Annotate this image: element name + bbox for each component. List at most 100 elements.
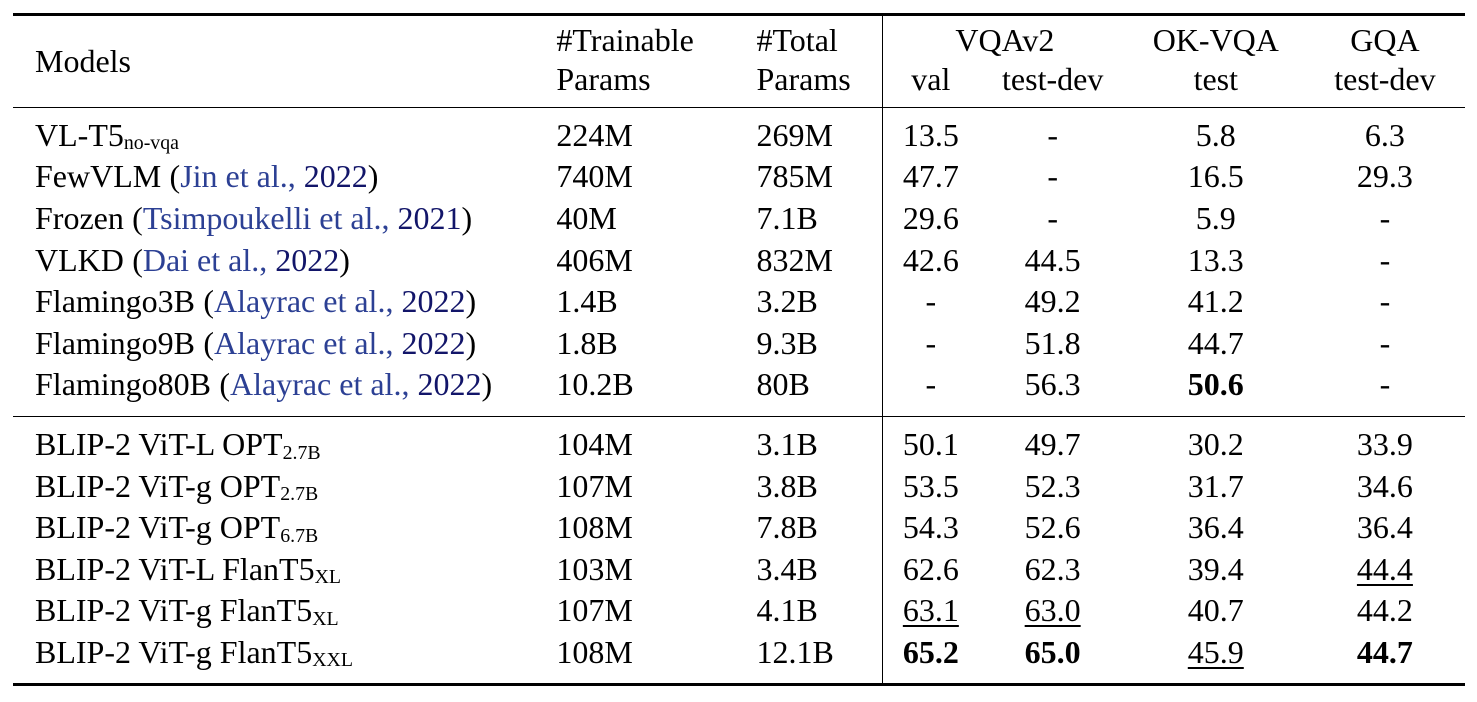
okvqa-test-score: 5.8 xyxy=(1195,116,1236,153)
model-cell: BLIP-2 ViT-g OPT6.7B xyxy=(13,507,554,549)
vqav2-testdev-score: 44.5 xyxy=(1024,241,1081,278)
citation-year: 2022 xyxy=(275,241,340,278)
total-params-value: 3.2B xyxy=(756,283,818,320)
citation-year: 2022 xyxy=(401,283,466,320)
okvqa-test-score: 45.9 xyxy=(1187,633,1244,670)
model-subscript: XL xyxy=(312,607,339,630)
okvqa-test-score: 16.5 xyxy=(1187,158,1244,195)
vqav2-val-score: 54.3 xyxy=(882,506,979,549)
total-params-value: 3.1B xyxy=(756,425,818,462)
table-row: Flamingo9B (Alayrac et al., 2022) 1.8B 9.… xyxy=(13,322,1465,365)
citation-link[interactable]: (Alayrac et al., 2022) xyxy=(203,283,476,319)
model-cell: VLKD (Dai et al., 2022) xyxy=(13,239,554,281)
vqav2-testdev-score: - xyxy=(1047,158,1058,195)
header-row-1: Models #Trainable #Total VQAv2 OK-VQA GQ… xyxy=(13,14,1465,108)
table-row: BLIP-2 ViT-g OPT2.7B 107M 3.8B 53.5 52.3… xyxy=(13,465,1465,507)
citation-link[interactable]: (Alayrac et al., 2022) xyxy=(219,366,492,402)
vqav2-testdev-score: 56.3 xyxy=(978,364,1127,417)
gqa-testdev-score: 34.6 xyxy=(1356,467,1413,504)
total-params-value: 4.1B xyxy=(756,592,818,629)
model-cell: Flamingo9B (Alayrac et al., 2022) xyxy=(13,322,554,364)
table-row: Flamingo3B (Alayrac et al., 2022) 1.4B 3.… xyxy=(13,280,1465,323)
model-cell: BLIP-2 ViT-g OPT2.7B xyxy=(13,465,554,507)
okvqa-test-score: 30.2 xyxy=(1187,425,1244,462)
gqa-testdev-score: 33.9 xyxy=(1356,425,1413,462)
okvqa-test-score: 50.6 xyxy=(1126,364,1305,417)
table-header: Models #Trainable #Total VQAv2 OK-VQA GQ… xyxy=(13,14,1465,108)
model-name: BLIP-2 ViT-L FlanT5 xyxy=(35,550,315,587)
trainable-params-value: 103M xyxy=(556,550,633,587)
citation-paren-close: ) xyxy=(481,366,493,403)
vqav2-val-score: - xyxy=(882,322,979,365)
model-name: BLIP-2 ViT-g OPT xyxy=(35,509,281,546)
trainable-params-value: 406M xyxy=(556,241,633,278)
citation-link[interactable]: (Dai et al., 2022) xyxy=(132,242,350,278)
citation-year: 2022 xyxy=(417,366,482,403)
okvqa-test-score: 44.7 xyxy=(1187,324,1244,361)
trainable-params-value: 108M xyxy=(556,509,633,546)
citation-paren-close: ) xyxy=(461,199,473,236)
vqav2-testdev-score: 49.7 xyxy=(1024,425,1081,462)
citation-paren-close: ) xyxy=(465,283,477,320)
trainable-params-value: 107M xyxy=(556,592,633,629)
trainable-params-value: 740M xyxy=(556,158,633,195)
table-row: Frozen (Tsimpoukelli et al., 2021) 40M 7.… xyxy=(13,197,1465,240)
column-group-header-okvqa: OK-VQA xyxy=(1152,21,1279,58)
model-subscript: 6.7B xyxy=(280,524,319,547)
paper-page: Models #Trainable #Total VQAv2 OK-VQA GQ… xyxy=(13,13,1465,687)
total-params-value: 3.8B xyxy=(756,467,818,504)
vqav2-testdev-score: - xyxy=(1047,116,1058,153)
trainable-params-value: 40M xyxy=(556,199,617,236)
total-params-value: 785M xyxy=(756,158,833,195)
vqav2-val-score: 65.2 xyxy=(882,631,979,685)
model-cell: VL-T5no-vqa xyxy=(13,107,554,156)
model-name: Flamingo3B xyxy=(35,283,196,320)
vqav2-testdev-score: 51.8 xyxy=(1024,324,1081,361)
total-params-value: 3.4B xyxy=(756,550,818,587)
citation-link[interactable]: (Alayrac et al., 2022) xyxy=(203,325,476,361)
column-group-header-vqav2: VQAv2 xyxy=(882,14,1127,61)
citation-authors: Tsimpoukelli et al., xyxy=(142,199,398,236)
table-row: Flamingo80B (Alayrac et al., 2022) 10.2B … xyxy=(13,364,1465,417)
citation-authors: Alayrac et al., xyxy=(229,366,418,403)
model-name: VLKD xyxy=(35,241,124,278)
column-group-header-gqa: GQA xyxy=(1350,21,1420,58)
citation-paren-open: ( xyxy=(203,324,214,361)
total-params-value: 269M xyxy=(756,116,833,153)
column-header-vqav2-val: val xyxy=(882,60,979,108)
model-name: BLIP-2 ViT-g FlanT5 xyxy=(35,633,313,670)
gqa-testdev-score: - xyxy=(1304,364,1465,417)
vqav2-testdev-score: 62.3 xyxy=(1024,550,1081,587)
vqav2-testdev-score: 63.0 xyxy=(1024,592,1081,629)
citation-link[interactable]: (Jin et al., 2022) xyxy=(170,158,379,194)
vqav2-testdev-score: 49.2 xyxy=(1024,283,1081,320)
citation-year: 2022 xyxy=(401,324,466,361)
model-cell: Flamingo80B (Alayrac et al., 2022) xyxy=(13,364,555,417)
total-params-value: 7.1B xyxy=(756,199,818,236)
vqav2-testdev-score: 52.3 xyxy=(1024,467,1081,504)
trainable-params-value: 1.4B xyxy=(556,283,618,320)
model-subscript: XXL xyxy=(312,649,353,672)
vqav2-val-score: 47.7 xyxy=(882,156,979,198)
table-row: BLIP-2 ViT-g FlanT5XL 107M 4.1B 63.1 63.… xyxy=(13,590,1465,632)
vqav2-val-score: 62.6 xyxy=(882,548,979,591)
gqa-testdev-score: 44.4 xyxy=(1356,550,1413,587)
citation-paren-open: ( xyxy=(132,241,143,278)
gqa-testdev-score: 44.7 xyxy=(1356,633,1413,670)
gqa-testdev-score: 36.4 xyxy=(1356,509,1413,546)
model-subscript: 2.7B xyxy=(280,483,319,506)
okvqa-test-score: 40.7 xyxy=(1187,592,1244,629)
model-cell: BLIP-2 ViT-L FlanT5XL xyxy=(13,548,554,590)
column-header-vqav2-testdev: test-dev xyxy=(978,60,1127,108)
citation-link[interactable]: (Tsimpoukelli et al., 2021) xyxy=(132,200,472,236)
model-cell: FewVLM (Jin et al., 2022) xyxy=(13,156,554,198)
table-row: BLIP-2 ViT-L OPT2.7B 104M 3.1B 50.1 49.7… xyxy=(13,416,1465,466)
model-name: Flamingo80B xyxy=(35,366,212,403)
vqav2-testdev-score: 52.6 xyxy=(1024,509,1081,546)
gqa-testdev-score: 44.2 xyxy=(1356,592,1413,629)
trainable-params-value: 107M xyxy=(556,467,633,504)
citation-year: 2022 xyxy=(303,158,368,195)
vqav2-testdev-score: 65.0 xyxy=(1024,633,1081,670)
table-row: FewVLM (Jin et al., 2022) 740M 785M 47.7 … xyxy=(13,156,1465,198)
citation-authors: Alayrac et al., xyxy=(213,324,402,361)
